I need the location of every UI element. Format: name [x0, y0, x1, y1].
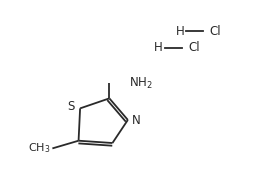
Text: Cl: Cl — [188, 41, 200, 54]
Text: S: S — [67, 100, 75, 112]
Text: H: H — [154, 41, 163, 54]
Text: CH$_3$: CH$_3$ — [28, 142, 51, 155]
Text: NH$_2$: NH$_2$ — [129, 75, 153, 90]
Text: H: H — [176, 25, 185, 38]
Text: N: N — [132, 114, 140, 127]
Text: Cl: Cl — [209, 25, 221, 38]
